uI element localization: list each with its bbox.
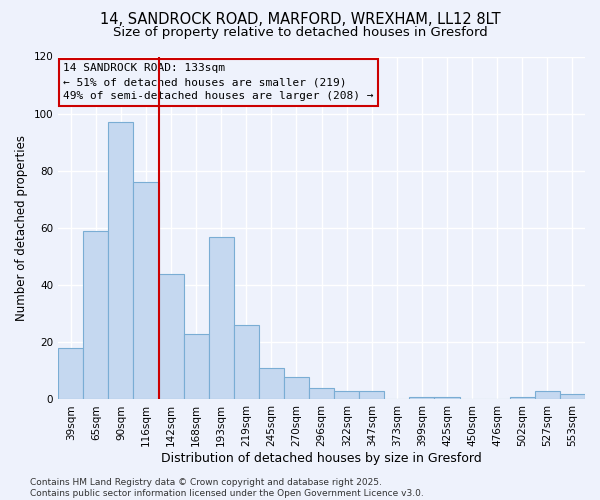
Bar [359, 391, 385, 400]
Bar [209, 236, 234, 400]
Bar [334, 391, 359, 400]
X-axis label: Distribution of detached houses by size in Gresford: Distribution of detached houses by size … [161, 452, 482, 465]
Bar [309, 388, 334, 400]
Bar [510, 396, 535, 400]
Text: 14, SANDROCK ROAD, MARFORD, WREXHAM, LL12 8LT: 14, SANDROCK ROAD, MARFORD, WREXHAM, LL1… [100, 12, 500, 28]
Text: Size of property relative to detached houses in Gresford: Size of property relative to detached ho… [113, 26, 487, 39]
Bar [133, 182, 158, 400]
Bar [434, 396, 460, 400]
Text: Contains HM Land Registry data © Crown copyright and database right 2025.
Contai: Contains HM Land Registry data © Crown c… [30, 478, 424, 498]
Bar [409, 396, 434, 400]
Bar [234, 325, 259, 400]
Bar [58, 348, 83, 400]
Bar [284, 376, 309, 400]
Bar [109, 122, 133, 400]
Bar [158, 274, 184, 400]
Bar [259, 368, 284, 400]
Y-axis label: Number of detached properties: Number of detached properties [15, 135, 28, 321]
Bar [184, 334, 209, 400]
Bar [560, 394, 585, 400]
Text: 14 SANDROCK ROAD: 133sqm
← 51% of detached houses are smaller (219)
49% of semi-: 14 SANDROCK ROAD: 133sqm ← 51% of detach… [64, 64, 374, 102]
Bar [83, 231, 109, 400]
Bar [535, 391, 560, 400]
